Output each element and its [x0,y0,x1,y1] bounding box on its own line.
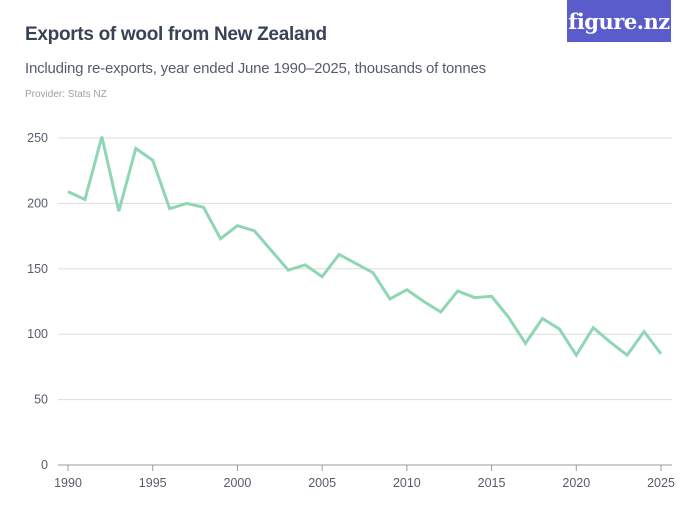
chart-title: Exports of wool from New Zealand [25,24,327,45]
series-line [67,136,663,358]
y-tick-label: 250 [27,131,48,145]
figure-nz-logo[interactable]: figure.nz [567,0,671,42]
x-tick-label: 2025 [647,476,675,490]
y-tick-label: 200 [27,196,48,210]
x-tick-label: 2005 [308,476,336,490]
x-tick-label: 1995 [139,476,167,490]
y-tick-label: 100 [27,327,48,341]
x-tick-label: 1990 [54,476,82,490]
y-tick-label: 150 [27,262,48,276]
x-tick-label: 2000 [224,476,252,490]
provider-label: Provider: Stats NZ [25,89,107,100]
y-tick-label: 50 [34,393,48,407]
chart-subtitle: Including re-exports, year ended June 19… [25,60,486,77]
x-tick-label: 2020 [562,476,590,490]
y-tick-label: 0 [41,458,48,472]
x-tick-label: 2015 [478,476,506,490]
x-tick-label: 2010 [393,476,421,490]
